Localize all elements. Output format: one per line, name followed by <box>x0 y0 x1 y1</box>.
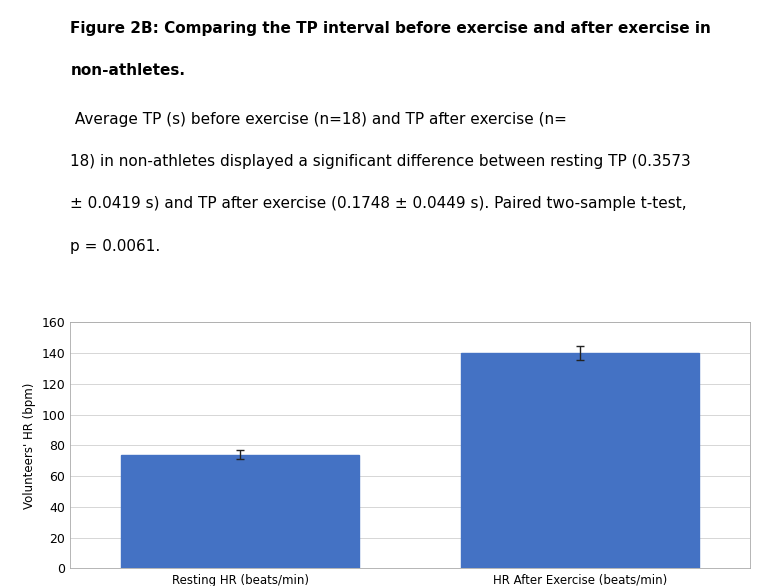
Text: ± 0.0419 s) and TP after exercise (0.1748 ± 0.0449 s). Paired two-sample t-test,: ± 0.0419 s) and TP after exercise (0.174… <box>70 196 687 212</box>
Bar <box>121 455 359 568</box>
Text: p = 0.0061.: p = 0.0061. <box>70 239 161 254</box>
Y-axis label: Volunteers' HR (bpm): Volunteers' HR (bpm) <box>23 382 36 509</box>
Text: non-athletes.: non-athletes. <box>70 63 185 78</box>
Text: Average TP (s) before exercise (n=18) and TP after exercise (n=: Average TP (s) before exercise (n=18) an… <box>70 112 567 127</box>
Bar <box>461 353 699 568</box>
Text: Figure 2B: Comparing the TP interval before exercise and after exercise in: Figure 2B: Comparing the TP interval bef… <box>70 21 711 36</box>
Text: 18) in non-athletes displayed a significant difference between resting TP (0.357: 18) in non-athletes displayed a signific… <box>70 154 691 169</box>
